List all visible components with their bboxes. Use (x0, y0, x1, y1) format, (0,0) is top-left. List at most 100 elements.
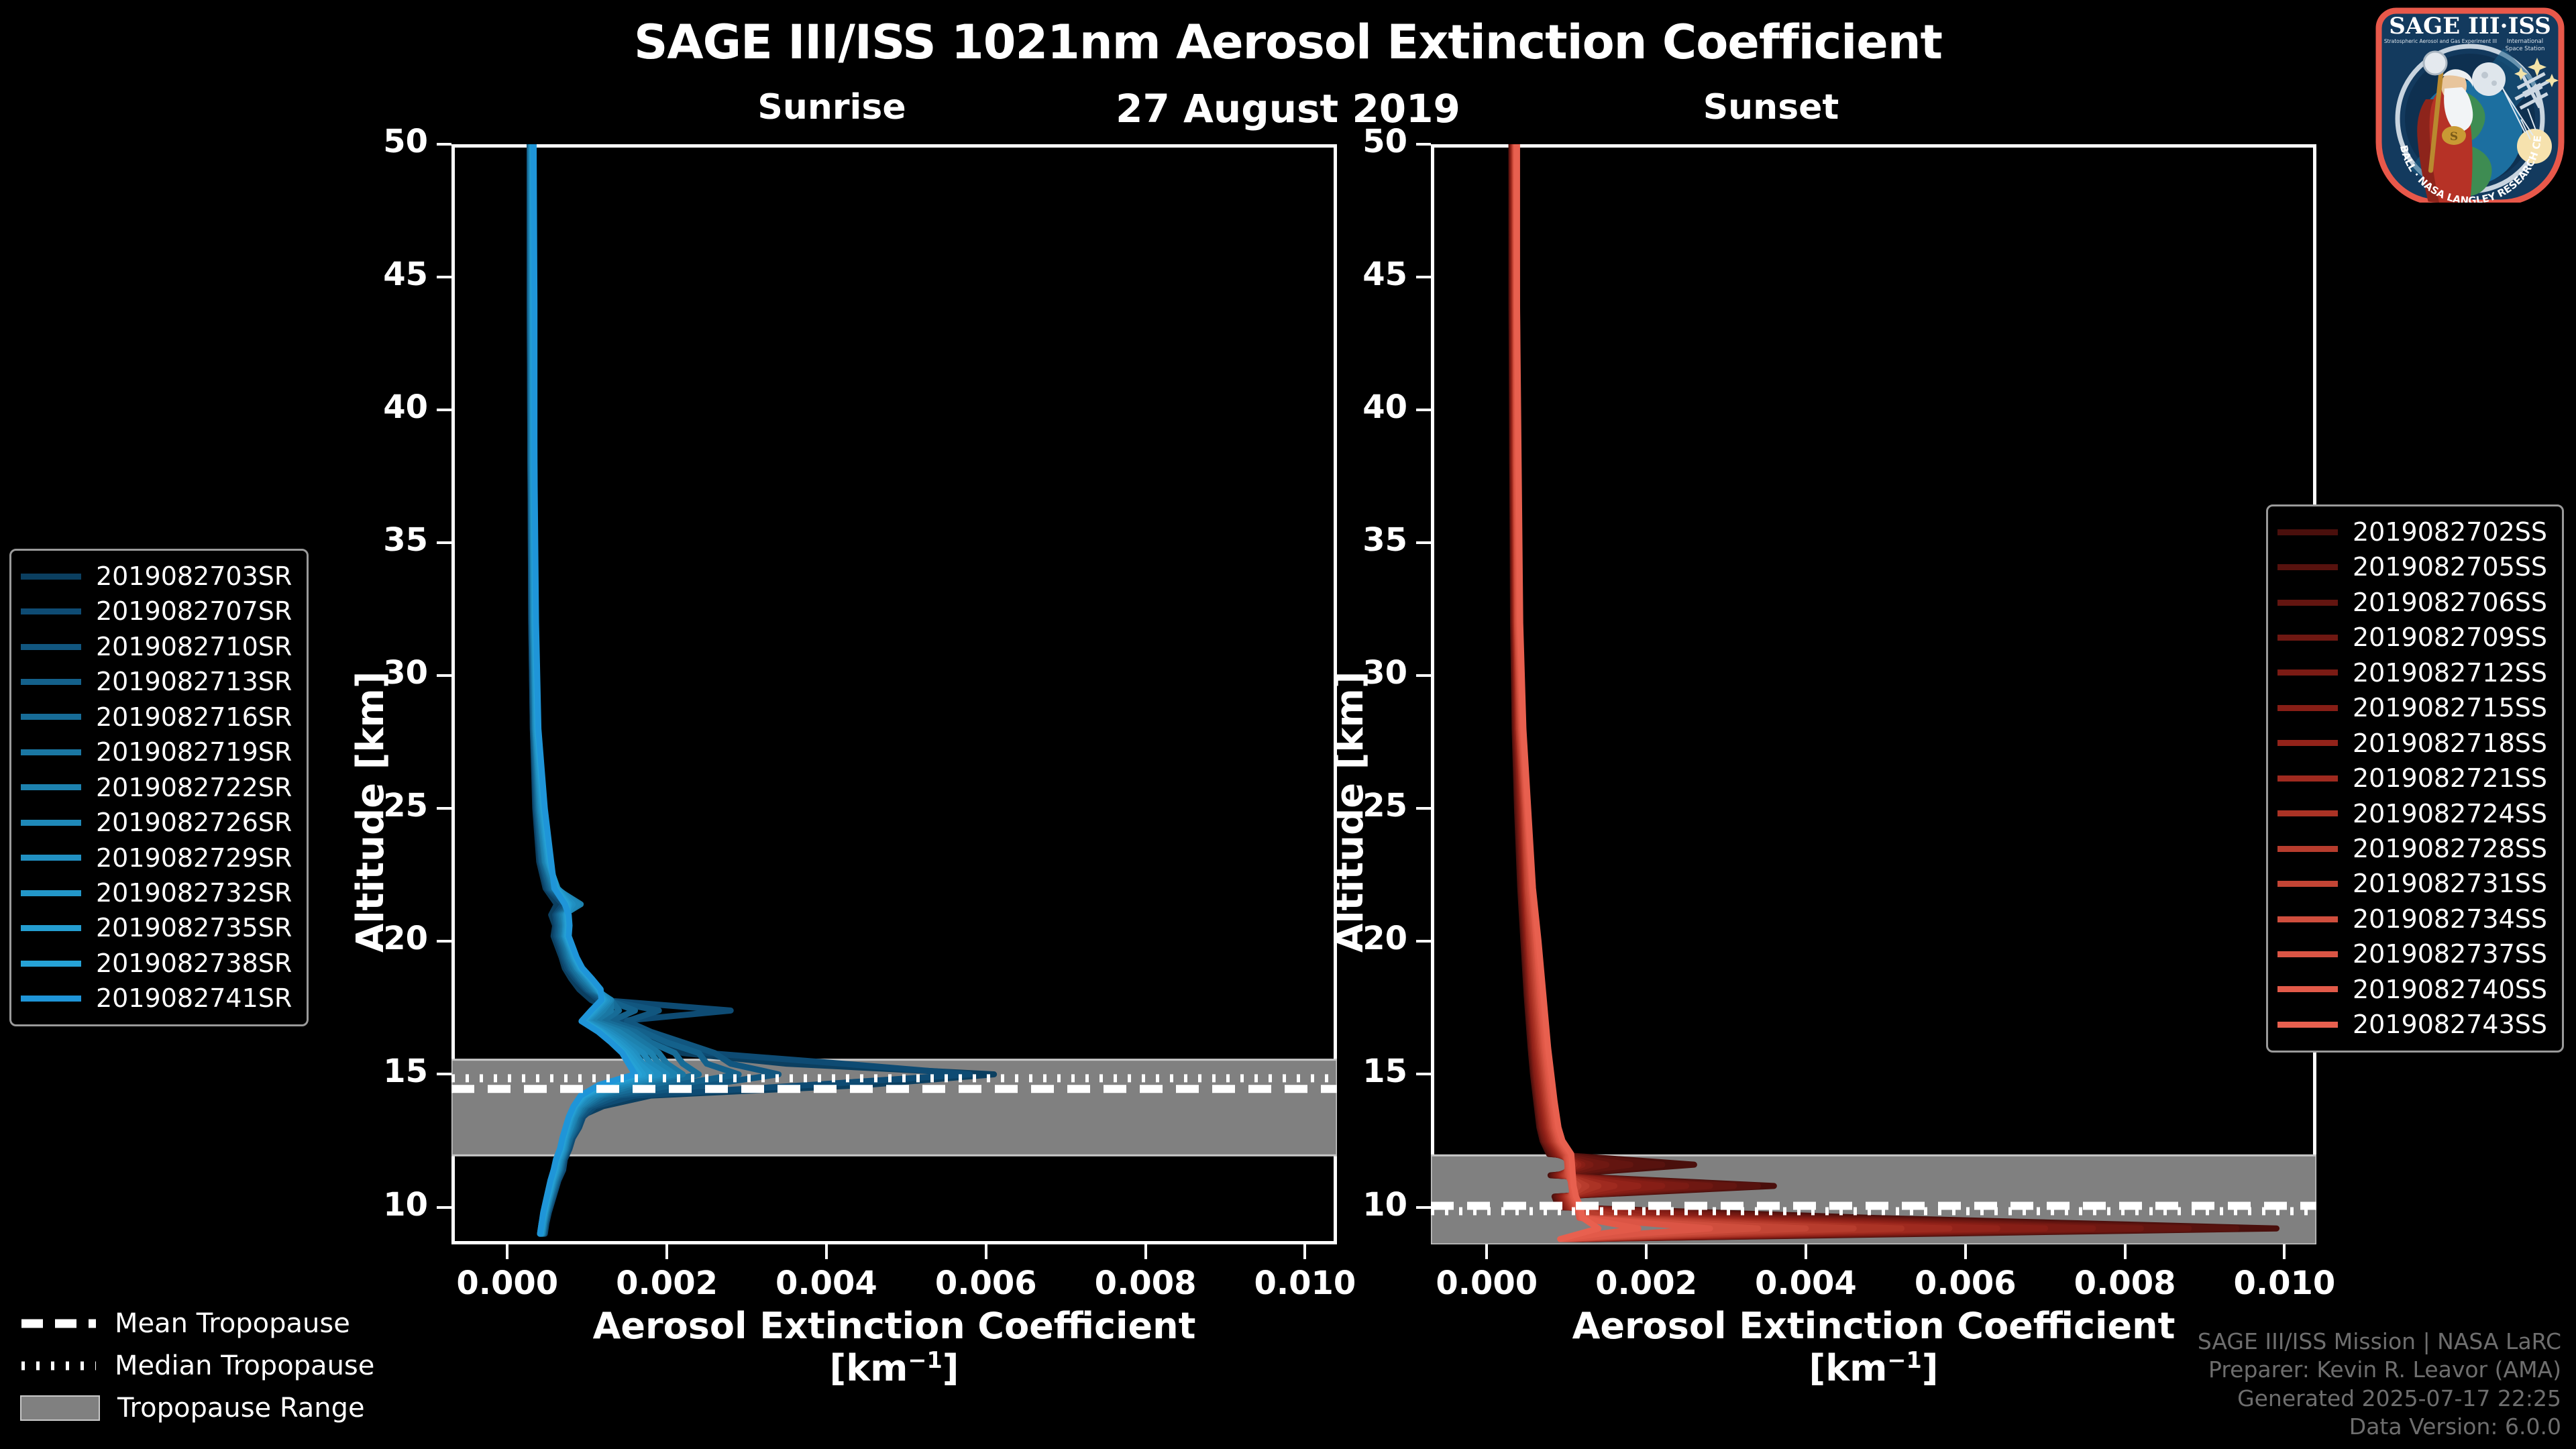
legend-color-swatch (2277, 881, 2338, 888)
x-tick-label: 0.010 (1254, 1265, 1356, 1302)
sunrise-legend[interactable]: 2019082703SR 2019082707SR 2019082710SR 2019… (9, 549, 309, 1026)
legend-item[interactable]: 2019082705SS (2277, 549, 2547, 584)
tropopause-legend-item[interactable]: Median Tropopause (20, 1350, 374, 1381)
legend-color-swatch (21, 995, 81, 1002)
legend-color-swatch (21, 608, 81, 615)
sage-iii-iss-logo: S SAGE III·ISS Stratospheric Aerosol and… (2369, 1, 2565, 203)
legend-item[interactable]: 2019082728SS (2277, 831, 2547, 866)
legend-item-label: 2019082713SR (96, 667, 292, 697)
legend-item-label: 2019082729SR (96, 843, 292, 873)
legend-item[interactable]: 2019082718SS (2277, 726, 2547, 761)
legend-item[interactable]: 2019082702SS (2277, 515, 2547, 549)
legend-color-swatch (21, 749, 81, 755)
y-tick-label: 20 (1362, 920, 1407, 958)
y-tick-mark (1416, 1205, 1431, 1209)
series-line (1513, 144, 1602, 1242)
legend-item[interactable]: 2019082706SS (2277, 585, 2547, 620)
legend-item-label: 2019082738SR (96, 948, 292, 978)
y-tick-label: 40 (1362, 388, 1407, 427)
legend-item[interactable]: 2019082738SR (21, 946, 292, 981)
y-tick-mark (437, 807, 451, 810)
legend-color-swatch (21, 714, 81, 720)
legend-color-swatch (21, 819, 81, 826)
x-tick-label: 0.000 (1436, 1265, 1538, 1302)
legend-item[interactable]: 2019082709SS (2277, 620, 2547, 655)
legend-item[interactable]: 2019082719SR (21, 735, 292, 769)
legend-item-label: 2019082712SS (2353, 657, 2548, 688)
y-tick-label: 15 (383, 1053, 428, 1091)
legend-item-label: 2019082731SS (2353, 869, 2548, 899)
x-tick-label: 0.008 (1094, 1265, 1197, 1302)
legend-item[interactable]: 2019082703SR (21, 559, 292, 594)
tropopause-legend-label: Tropopause Range (117, 1393, 365, 1424)
series-line (1509, 144, 2192, 1242)
legend-item[interactable]: 2019082731SS (2277, 866, 2547, 901)
legend-item[interactable]: 2019082716SR (21, 700, 292, 735)
tropopause-legend-item[interactable]: Mean Tropopause (20, 1308, 374, 1339)
legend-color-swatch (2277, 810, 2338, 817)
legend-color-swatch (21, 855, 81, 861)
legend-item-label: 2019082743SS (2353, 1010, 2548, 1040)
legend-item-label: 2019082707SR (96, 596, 292, 627)
series-line (1513, 144, 1713, 1242)
sunset-legend[interactable]: 2019082702SS 2019082705SS 2019082706SS 2019… (2266, 504, 2565, 1053)
legend-item[interactable]: 2019082713SR (21, 664, 292, 699)
y-tick-mark (1416, 940, 1431, 943)
legend-item[interactable]: 2019082729SR (21, 841, 292, 875)
tropopause-legend-item[interactable]: Tropopause Range (20, 1393, 374, 1424)
series-line (1512, 144, 1809, 1242)
legend-item[interactable]: 2019082721SS (2277, 761, 2547, 796)
legend-item-label: 2019082728SS (2353, 833, 2548, 863)
y-tick-mark (437, 409, 451, 412)
x-tick-mark (1804, 1244, 1807, 1259)
x-tick-label: 0.000 (456, 1265, 559, 1302)
y-tick-label: 50 (383, 123, 428, 160)
x-tick-mark (1485, 1244, 1489, 1259)
legend-item[interactable]: 2019082734SS (2277, 902, 2547, 936)
sunrise-panel-label: Sunrise (757, 87, 906, 127)
legend-item-label: 2019082722SR (96, 772, 292, 802)
x-tick-mark (506, 1244, 509, 1259)
y-tick-label: 10 (383, 1185, 428, 1224)
legend-item-label: 2019082702SS (2353, 517, 2548, 547)
legend-item-label: 2019082741SR (96, 983, 292, 1014)
sunrise-x-axis-units: [km−1] (829, 1347, 959, 1389)
series-line (1509, 144, 2144, 1242)
legend-color-swatch (2277, 986, 2338, 993)
legend-item-label: 2019082718SS (2353, 728, 2548, 758)
legend-color-swatch (21, 573, 81, 580)
legend-item[interactable]: 2019082732SR (21, 875, 292, 910)
y-tick-mark (1416, 143, 1431, 146)
legend-item[interactable]: 2019082724SS (2277, 796, 2547, 831)
legend-item[interactable]: 2019082707SR (21, 594, 292, 629)
legend-color-swatch (2277, 951, 2338, 957)
x-tick-label: 0.010 (2233, 1265, 2336, 1302)
tropopause-legend[interactable]: Mean Tropopause Median Tropopause Tropopau… (20, 1308, 374, 1435)
legend-item[interactable]: 2019082737SS (2277, 936, 2547, 971)
x-tick-label: 0.002 (616, 1265, 718, 1302)
sunrise-x-axis-title-text: Aerosol Extinction Coefficient (592, 1305, 1196, 1347)
series-line (530, 144, 639, 1237)
tropopause-legend-key (20, 1358, 97, 1373)
svg-text:S: S (2450, 130, 2458, 144)
legend-item[interactable]: 2019082715SS (2277, 690, 2547, 725)
legend-color-swatch (2277, 1021, 2338, 1028)
y-tick-mark (1416, 1073, 1431, 1076)
legend-item[interactable]: 2019082743SS (2277, 1007, 2547, 1042)
legend-item[interactable]: 2019082740SS (2277, 972, 2547, 1007)
legend-item[interactable]: 2019082722SR (21, 770, 292, 805)
sunrise-x-axis-title: Aerosol Extinction Coefficient [km−1] (451, 1305, 1337, 1389)
legend-item[interactable]: 2019082710SR (21, 629, 292, 664)
y-tick-mark (1416, 276, 1431, 279)
logo-primary-text: SAGE III·ISS (2389, 13, 2551, 40)
legend-color-swatch (2277, 529, 2338, 535)
legend-item[interactable]: 2019082741SR (21, 981, 292, 1016)
legend-item[interactable]: 2019082726SR (21, 805, 292, 840)
legend-item-label: 2019082734SS (2353, 904, 2548, 934)
legend-item[interactable]: 2019082735SR (21, 910, 292, 945)
legend-color-swatch (2277, 635, 2338, 641)
x-tick-mark (1964, 1244, 1967, 1259)
legend-item-label: 2019082710SR (96, 631, 292, 661)
legend-item[interactable]: 2019082712SS (2277, 655, 2547, 690)
sunset-panel-label: Sunset (1703, 87, 1839, 127)
